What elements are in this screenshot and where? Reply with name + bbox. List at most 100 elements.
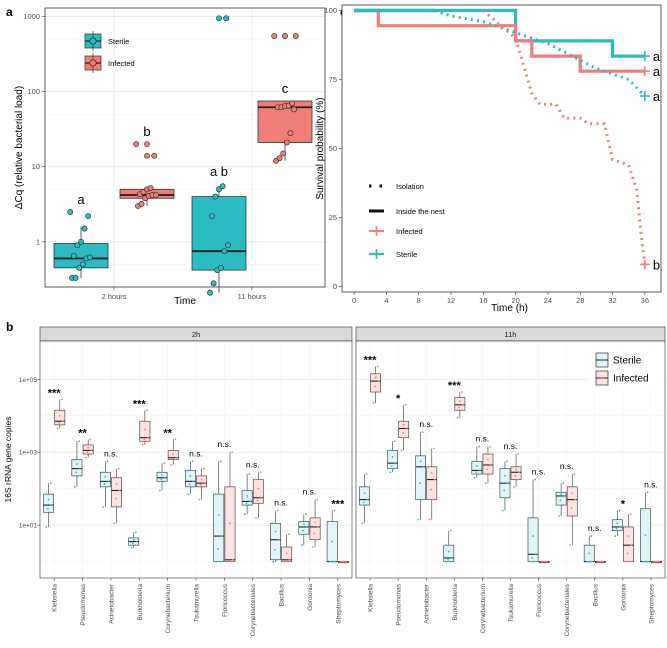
data-point bbox=[518, 471, 520, 474]
significance-label: n.s. bbox=[560, 461, 574, 471]
data-point bbox=[225, 242, 231, 249]
data-point bbox=[330, 560, 333, 563]
box-infected bbox=[338, 560, 349, 564]
box-body bbox=[224, 486, 236, 562]
data-point bbox=[447, 558, 449, 561]
data-point bbox=[657, 560, 660, 563]
x-tick-label: Burkholderia bbox=[452, 584, 459, 621]
data-point bbox=[588, 552, 591, 555]
significance-label: n.s. bbox=[104, 448, 118, 458]
x-tick-label: Bacillus bbox=[279, 583, 286, 606]
box-infected bbox=[454, 391, 466, 419]
data-point bbox=[506, 482, 509, 485]
significance-letter: b bbox=[653, 257, 660, 272]
box-infected bbox=[196, 467, 208, 501]
data-point bbox=[255, 516, 258, 519]
data-point bbox=[568, 485, 571, 488]
category-tsukamurella: n.s. Tsukamurella bbox=[184, 448, 208, 622]
data-point bbox=[393, 467, 395, 470]
data-point bbox=[365, 504, 367, 506]
data-point bbox=[143, 428, 146, 431]
box-body bbox=[167, 450, 179, 460]
significance-label: *** bbox=[331, 499, 345, 511]
data-point bbox=[87, 254, 93, 261]
box-sterile bbox=[443, 529, 455, 563]
data-point bbox=[315, 538, 318, 541]
x-tick-label: 28 bbox=[576, 296, 584, 305]
box-sterile bbox=[326, 509, 338, 563]
data-point bbox=[56, 427, 59, 430]
category-corynebacterium: ** Corynebacterium bbox=[156, 427, 179, 634]
data-point bbox=[220, 460, 222, 463]
data-point bbox=[614, 535, 617, 537]
data-point bbox=[210, 280, 217, 287]
data-point bbox=[70, 252, 77, 259]
y-tick-label: 1000 bbox=[23, 12, 40, 21]
data-point bbox=[160, 478, 163, 481]
data-point bbox=[107, 480, 110, 483]
y-tick-label: 25 bbox=[329, 213, 337, 222]
data-point bbox=[113, 522, 116, 525]
data-point bbox=[46, 507, 49, 510]
box-11-hours-sterile: a b bbox=[191, 15, 247, 296]
data-point bbox=[484, 482, 487, 485]
data-point bbox=[433, 478, 436, 481]
significance-label: n.s. bbox=[246, 459, 260, 469]
survival-curve-3: b bbox=[482, 9, 660, 272]
data-point bbox=[276, 558, 278, 561]
significance-label: ** bbox=[78, 427, 87, 439]
data-point bbox=[169, 449, 172, 452]
data-point bbox=[305, 513, 307, 516]
data-point bbox=[617, 529, 620, 532]
data-point bbox=[445, 560, 448, 563]
data-point bbox=[540, 560, 543, 563]
data-point bbox=[361, 522, 364, 525]
data-point bbox=[132, 538, 135, 541]
data-point bbox=[248, 473, 251, 475]
data-point bbox=[591, 560, 594, 563]
significance-label: n.s. bbox=[303, 487, 317, 497]
y-tick-label: 0 bbox=[333, 282, 337, 291]
data-point bbox=[461, 403, 464, 406]
category-burkholderia: *** Burkholderia bbox=[443, 380, 466, 621]
data-point bbox=[219, 560, 222, 563]
data-point bbox=[134, 544, 137, 547]
data-point bbox=[560, 493, 563, 496]
data-point bbox=[78, 238, 84, 245]
data-point bbox=[78, 440, 81, 443]
data-point bbox=[287, 533, 290, 536]
data-point bbox=[215, 560, 218, 563]
box-body bbox=[359, 486, 370, 506]
box-infected bbox=[426, 447, 438, 521]
x-tick-label: 4 bbox=[384, 296, 388, 305]
box-body bbox=[398, 420, 410, 438]
box-body bbox=[527, 517, 539, 562]
box-infected bbox=[623, 513, 634, 563]
data-point bbox=[376, 391, 378, 393]
legend-label: Isolation bbox=[396, 182, 424, 191]
data-point bbox=[287, 130, 294, 137]
data-point bbox=[329, 560, 331, 563]
data-point bbox=[574, 498, 577, 501]
data-point bbox=[163, 462, 166, 465]
box-sterile bbox=[527, 478, 539, 563]
data-point bbox=[282, 546, 285, 548]
x-tick-label: 32 bbox=[608, 296, 616, 305]
data-point bbox=[572, 515, 575, 517]
data-point bbox=[280, 150, 287, 157]
data-point bbox=[101, 471, 104, 474]
x-tick-label: Pseudomonas bbox=[80, 583, 87, 625]
box-infected bbox=[651, 560, 662, 564]
data-point bbox=[272, 560, 275, 563]
data-point bbox=[643, 560, 646, 563]
survival-line-dotted bbox=[482, 9, 647, 265]
box-sterile bbox=[184, 460, 196, 496]
data-point bbox=[328, 520, 331, 523]
box-sterile bbox=[359, 473, 370, 525]
data-point bbox=[419, 460, 422, 463]
data-point bbox=[146, 409, 148, 412]
category-streptomyces: n.s. Streptomyces bbox=[640, 479, 662, 624]
data-point bbox=[488, 473, 491, 475]
data-point bbox=[76, 463, 78, 465]
data-point bbox=[473, 460, 475, 463]
